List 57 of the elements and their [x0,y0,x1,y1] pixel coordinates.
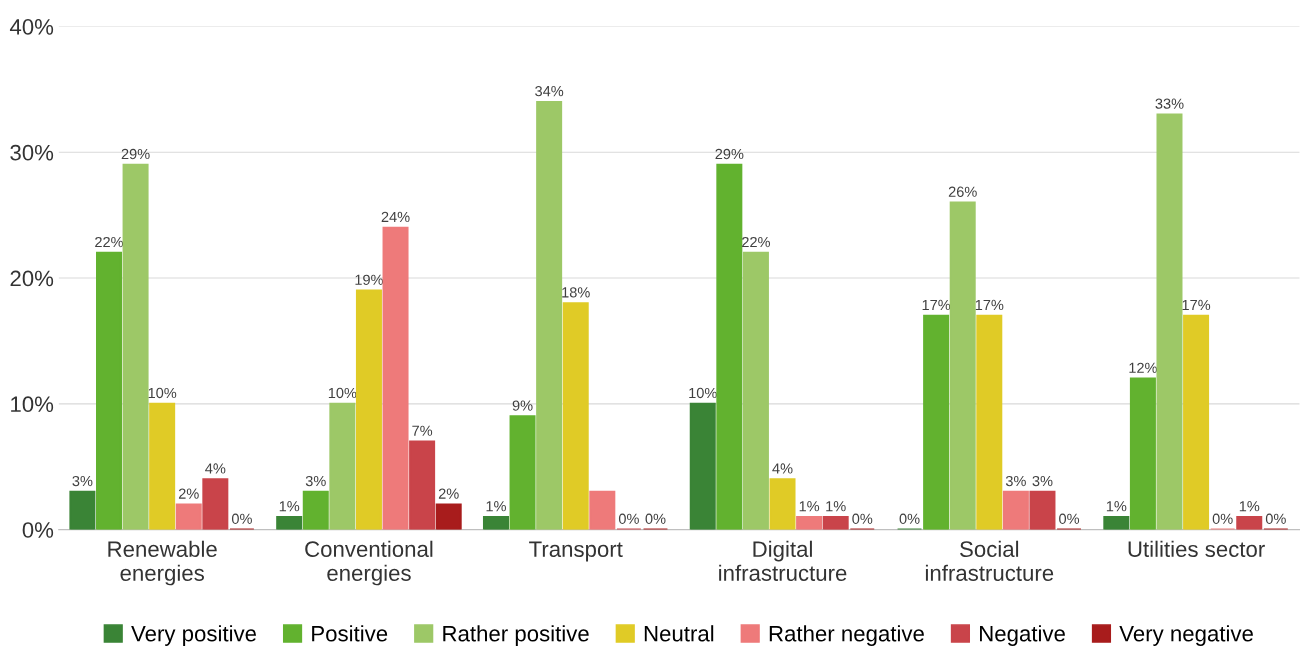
legend-label: Rather negative [769,625,924,646]
data-label: 9% [512,400,533,411]
data-label: 4% [205,463,226,474]
y-tick-label: 20% [10,270,54,287]
legend-label: Negative [980,625,1065,646]
x-tick-label: Transport [529,541,623,562]
data-label: 0% [645,513,666,524]
data-label: 17% [922,299,951,311]
legend-label: Neutral [644,625,714,642]
data-label: 10% [328,387,357,399]
data-label: 24% [381,211,410,223]
y-tick-label: 30% [10,144,54,161]
data-label: 0% [1265,513,1286,524]
data-label: 1% [1239,501,1260,512]
data-label: 2% [438,488,459,499]
data-label: 0% [231,513,252,524]
data-label: 0% [852,513,873,524]
data-label: 0% [899,513,920,524]
data-label: 3% [1032,475,1053,487]
data-label: 22% [95,236,124,248]
x-tick-label: Conventional energies [305,540,433,586]
x-tick-label: Utilities sector [1128,540,1265,558]
data-label: 3% [72,475,93,487]
data-label: 0% [1212,513,1233,524]
x-tick-label: Social infrastructure [925,540,1054,581]
data-label: 29% [121,148,150,160]
y-tick-label: 10% [11,396,54,413]
data-label: 1% [799,501,820,512]
data-label: 0% [618,513,639,524]
data-label: 1% [826,501,846,512]
data-label: 12% [1129,362,1157,373]
data-label: 17% [1182,299,1211,311]
x-tick-label: Digital infrastructure [719,540,847,581]
data-label: 19% [355,274,384,285]
data-label: 26% [948,186,977,197]
data-label: 29% [715,148,744,160]
data-label: 1% [486,501,506,512]
data-label: 4% [772,463,793,474]
data-label: 34% [535,85,564,97]
data-label: 2% [178,488,199,499]
legend-label: Rather positive [443,625,589,646]
data-label: 22% [742,236,770,248]
data-label: 0% [1059,513,1080,524]
y-tick-label: 0% [22,522,54,538]
data-label: 1% [1106,501,1127,512]
data-label: 3% [1005,475,1026,487]
legend-label: Very negative [1119,625,1253,646]
data-label: 1% [279,501,300,512]
data-label: 18% [562,287,590,298]
data-label: 10% [148,387,177,399]
data-label: 3% [305,475,326,487]
legend-label: Very positive [131,625,257,646]
data-label: 7% [412,425,433,436]
y-tick-label: 40% [9,19,54,35]
data-label: 33% [1155,98,1184,109]
legend-label: Positive [312,625,388,642]
x-tick-label: Renewable energies [108,540,217,586]
